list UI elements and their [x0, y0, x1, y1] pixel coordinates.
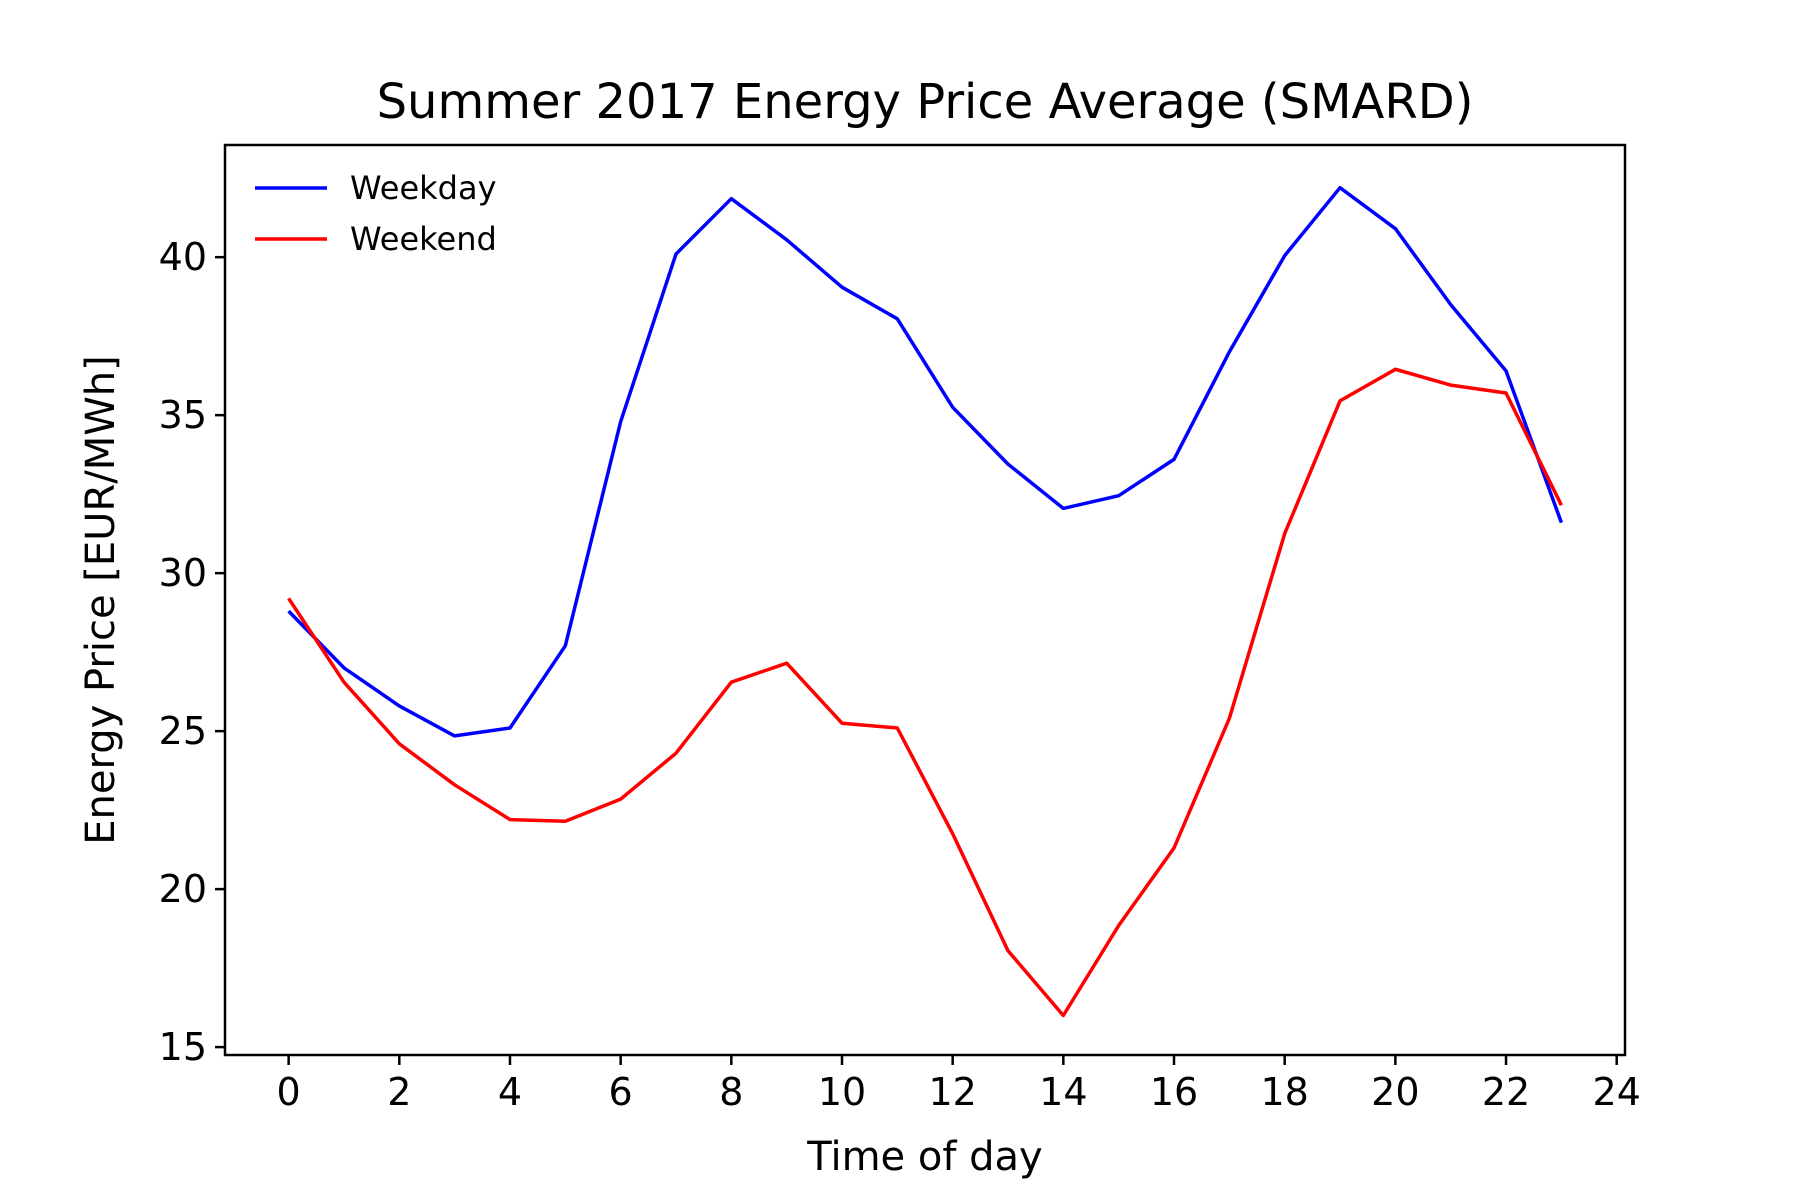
series-line-weekday [287, 185, 1564, 738]
x-tick-label: 0 [277, 1070, 301, 1114]
y-axis-label: Energy Price [EUR/MWh] [78, 355, 124, 845]
legend: Weekday Weekend [255, 169, 497, 258]
x-tick-label: 16 [1150, 1070, 1198, 1114]
x-tick-label: 4 [498, 1070, 522, 1114]
legend-label-weekday: Weekday [350, 169, 497, 207]
x-tick-label: 8 [719, 1070, 743, 1114]
series-line-weekend [287, 367, 1563, 1018]
y-tick-label: 40 [159, 235, 207, 279]
x-tick-label: 2 [387, 1070, 411, 1114]
x-tick-label: 6 [609, 1070, 633, 1114]
x-tick-label: 20 [1371, 1070, 1419, 1114]
x-tick-label: 10 [818, 1070, 866, 1114]
x-tick-label: 22 [1482, 1070, 1530, 1114]
plot-lines [287, 185, 1564, 1018]
legend-label-weekend: Weekend [350, 220, 497, 258]
y-tick-label: 25 [159, 709, 207, 753]
x-tick-label: 12 [928, 1070, 976, 1114]
y-tick-label: 20 [159, 867, 207, 911]
plot-frame [223, 143, 1627, 1057]
y-tick-label: 35 [159, 393, 207, 437]
x-tick-label: 18 [1261, 1070, 1309, 1114]
chart-title: Summer 2017 Energy Price Average (SMARD) [377, 74, 1474, 130]
x-axis-label: Time of day [806, 1134, 1042, 1180]
x-tick-label: 24 [1593, 1070, 1641, 1114]
y-tick-label: 15 [159, 1025, 207, 1069]
y-tick-label: 30 [159, 551, 207, 595]
x-tick-label: 14 [1039, 1070, 1087, 1114]
